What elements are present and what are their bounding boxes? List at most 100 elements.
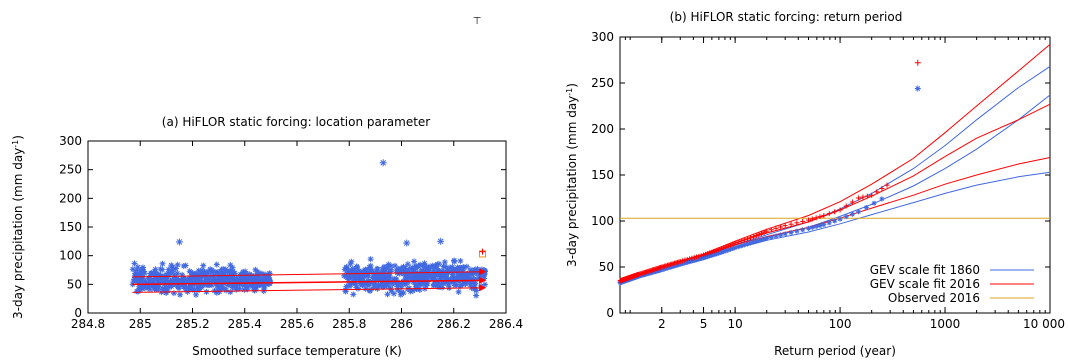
data-point xyxy=(261,285,268,292)
data-point xyxy=(219,271,226,278)
empirical-point xyxy=(863,205,869,211)
data-point xyxy=(186,268,193,275)
data-point xyxy=(256,275,263,282)
y-tick-label: 50 xyxy=(599,260,614,274)
data-point xyxy=(153,286,160,293)
data-point xyxy=(163,289,170,296)
empirical-point xyxy=(832,209,838,215)
data-point xyxy=(405,279,412,286)
data-point xyxy=(349,273,356,280)
empirical-point xyxy=(794,228,800,234)
data-point xyxy=(444,265,451,272)
empirical-point xyxy=(723,244,729,250)
x-tick-label: 1000 xyxy=(930,317,961,331)
data-point xyxy=(367,256,374,263)
chart-a-x-label: Smoothed surface temperature (K) xyxy=(192,344,402,358)
data-point xyxy=(414,281,421,288)
empirical-point xyxy=(788,221,794,227)
data-point xyxy=(229,264,236,271)
empirical-point xyxy=(817,214,823,220)
data-point xyxy=(397,265,404,272)
empirical-point xyxy=(730,241,736,247)
observed-top-marker xyxy=(479,248,486,255)
empirical-point xyxy=(773,233,779,239)
data-point xyxy=(165,270,172,277)
empirical-point xyxy=(748,235,754,241)
data-point xyxy=(134,267,141,274)
chart-a-title: (a) HiFLOR static forcing: location para… xyxy=(162,115,431,129)
gev-curve-upper xyxy=(619,44,1051,282)
x-tick-label: 286.2 xyxy=(437,317,471,331)
x-tick-label: 10 xyxy=(727,317,742,331)
data-point xyxy=(373,265,380,272)
data-point xyxy=(455,265,462,272)
chart-b-frame xyxy=(619,36,1051,314)
data-point xyxy=(192,291,199,298)
data-point xyxy=(159,285,166,292)
data-point xyxy=(168,262,175,269)
empirical-point xyxy=(782,223,788,229)
outlier-point xyxy=(437,237,445,245)
y-tick-label: 300 xyxy=(59,134,82,148)
data-point xyxy=(353,263,360,270)
empirical-point xyxy=(721,245,727,251)
outlier-point xyxy=(379,159,387,167)
empirical-point xyxy=(864,193,870,199)
empirical-point xyxy=(764,235,770,241)
data-point xyxy=(237,271,244,278)
data-point xyxy=(129,266,136,273)
chart-b-points xyxy=(617,59,921,286)
empirical-point xyxy=(735,239,741,245)
empirical-point xyxy=(871,200,877,206)
empirical-point xyxy=(809,224,815,230)
x-tick-label: 284.8 xyxy=(71,317,105,331)
empirical-point xyxy=(753,233,759,239)
data-point xyxy=(169,277,176,284)
data-point xyxy=(379,266,386,273)
empirical-point xyxy=(879,185,885,191)
chart-b-x-ticks: 2 5 10 100 1000 10 000 xyxy=(619,37,1065,331)
x-tick-label: 285.2 xyxy=(175,317,209,331)
empirical-point xyxy=(837,207,843,213)
x-tick-label: 285.4 xyxy=(228,317,262,331)
fit-line xyxy=(132,279,486,286)
chart-b-x-label: Return period (year) xyxy=(774,344,896,358)
fit-line-arrow xyxy=(478,268,487,276)
y-tick-label: 0 xyxy=(74,306,82,320)
data-point xyxy=(421,272,428,279)
data-point xyxy=(451,282,458,289)
empirical-point xyxy=(682,257,688,263)
data-point xyxy=(213,261,220,268)
empirical-point xyxy=(732,240,738,246)
data-point xyxy=(139,267,146,274)
data-point xyxy=(194,275,201,282)
data-point xyxy=(457,257,464,264)
data-point xyxy=(159,260,166,267)
empirical-point xyxy=(744,236,750,242)
data-point xyxy=(399,280,406,287)
y-tick-label: 250 xyxy=(591,76,614,90)
empirical-point xyxy=(849,211,855,217)
y-tick-label: 200 xyxy=(591,122,614,136)
empirical-point xyxy=(805,217,811,223)
data-point xyxy=(131,260,138,267)
data-point xyxy=(184,278,191,285)
chart-b-y-label: 3-day precipitation (mm day-1) xyxy=(565,83,580,267)
empirical-point xyxy=(764,228,770,234)
data-point xyxy=(168,283,175,290)
chart-a-points xyxy=(129,159,489,299)
data-point xyxy=(438,284,445,291)
data-point xyxy=(481,281,488,288)
data-point xyxy=(455,288,462,295)
x-tick-label: 285 xyxy=(129,317,152,331)
data-point xyxy=(451,258,458,265)
data-point xyxy=(212,268,219,275)
data-point xyxy=(454,274,461,281)
data-point xyxy=(265,274,272,281)
data-point xyxy=(473,292,480,299)
empirical-point xyxy=(761,229,767,235)
data-point xyxy=(441,269,448,276)
x-tick-label: 2 xyxy=(658,317,666,331)
empirical-point xyxy=(826,211,832,217)
